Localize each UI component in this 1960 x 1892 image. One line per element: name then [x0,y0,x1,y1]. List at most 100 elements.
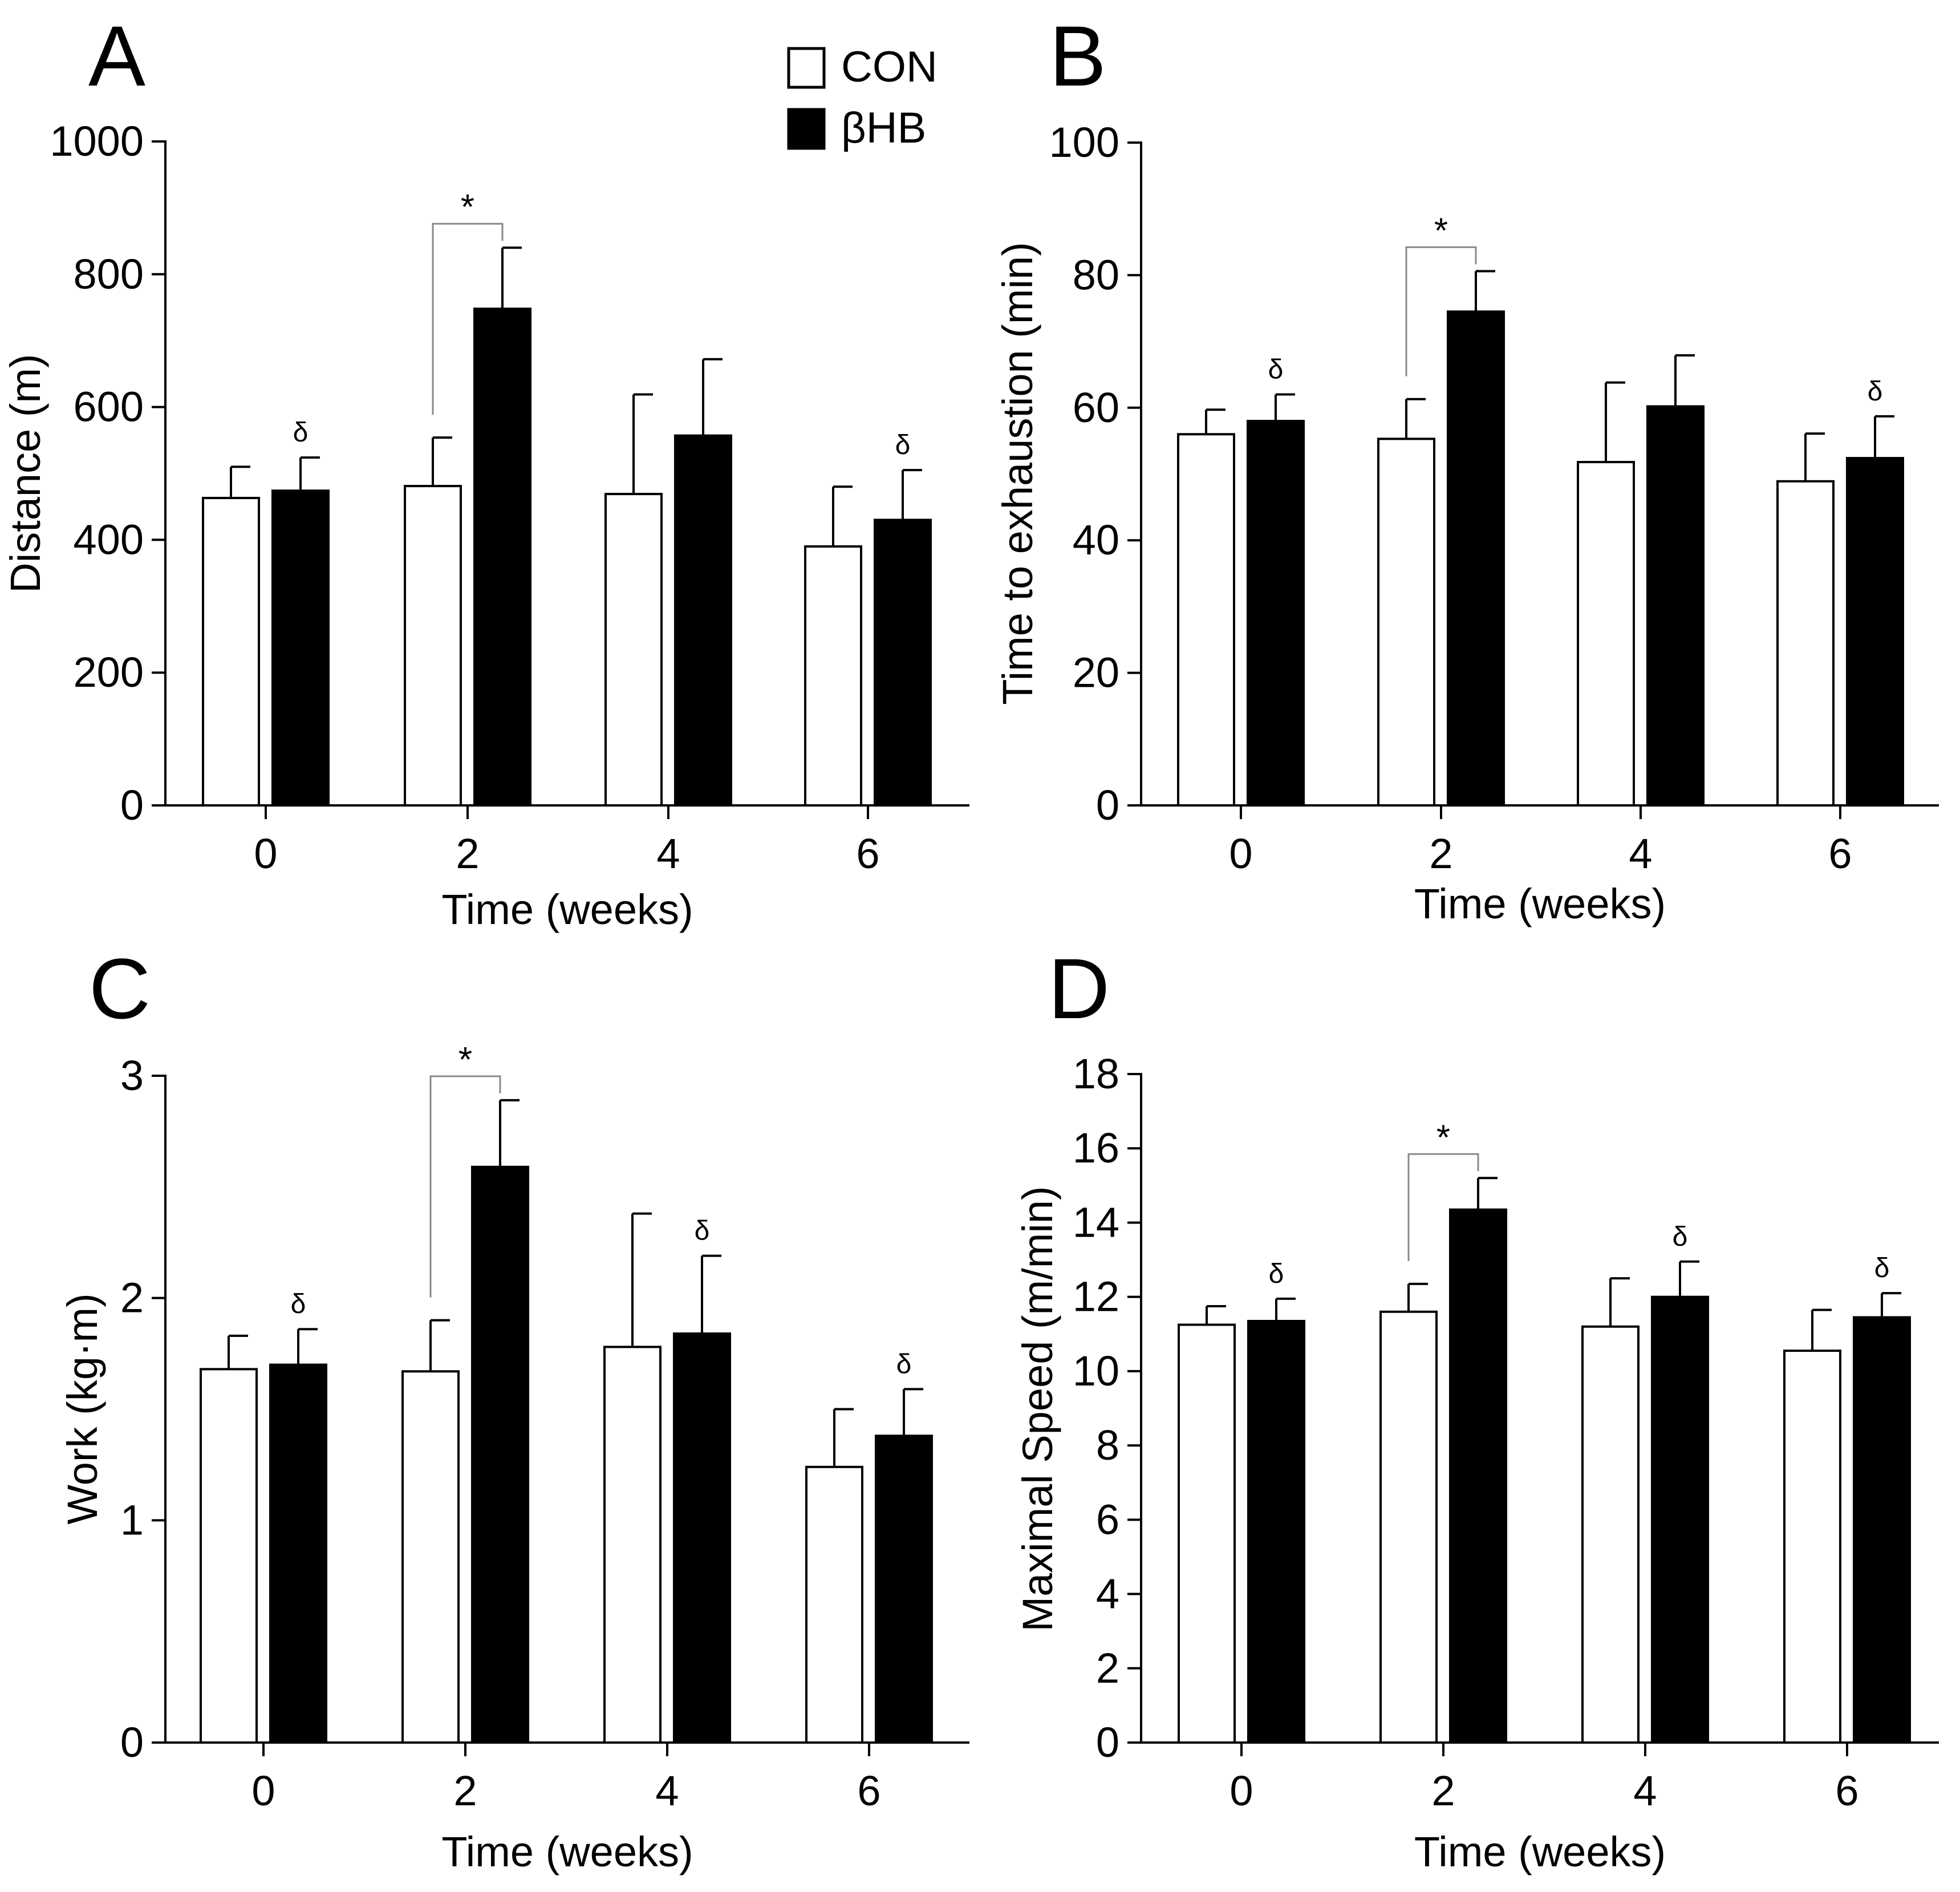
bar-con-a [804,545,862,807]
x-tick-label-b: 2 [1429,830,1452,877]
bar-bhb-c [269,1363,327,1744]
bar-con-d [1581,1325,1640,1744]
delta-marker-d: δ [1269,1259,1284,1289]
delta-marker-c: δ [291,1289,306,1319]
y-tick-label-a: 0 [120,781,144,829]
y-tick-label-d: 8 [1096,1421,1119,1469]
x-tick-label-a: 2 [456,830,479,877]
significance-star-c: * [458,1040,472,1080]
y-axis-title-a: Distance (m) [2,354,49,593]
bar-bhb-a [473,307,531,807]
y-tick-label-b: 80 [1073,251,1119,298]
x-tick-label-d: 4 [1633,1767,1657,1814]
bar-bhb-a [874,518,932,807]
bar-bhb-b [1447,310,1505,807]
bar-bhb-b [1247,420,1305,807]
significance-bracket-c [429,1075,501,1298]
y-tick-label-a: 1000 [50,118,144,165]
y-tick-label-c: 0 [120,1719,144,1766]
y-tick-label-b: 100 [1049,119,1119,166]
bar-con-c [603,1346,662,1744]
legend-swatch-bhb [787,108,826,150]
bar-con-a [604,493,663,807]
x-tick-label-b: 6 [1828,830,1852,877]
chart-c: C 0 1 2 3 0 2 4 6 Time (weeks) Work (kg·m) * δ δ δ [59,941,969,1875]
chart-a: A 0 200 400 600 800 1000 0 2 4 6 Time (weeks) Distan… [2,8,969,933]
significance-star-d: * [1436,1118,1450,1157]
bar-con-c [200,1368,258,1744]
bar-bhb-b [1646,405,1705,807]
x-axis-title-b: Time (weeks) [1414,880,1666,927]
x-tick-label-b: 0 [1229,830,1252,877]
delta-marker-b: δ [1268,355,1284,385]
y-tick-label-d: 12 [1073,1273,1119,1320]
panel-label-c: C [89,941,151,1036]
x-tick-label-c: 6 [857,1767,880,1814]
y-tick-label-d: 16 [1073,1124,1119,1172]
bar-bhb-d [1247,1319,1305,1744]
x-axis-title-d: Time (weeks) [1414,1828,1666,1875]
x-tick-label-a: 0 [254,830,277,877]
bar-bhb-c [471,1165,529,1744]
y-tick-label-a: 400 [74,516,144,563]
y-tick-label-d: 2 [1096,1644,1119,1692]
x-tick-label-d: 2 [1431,1767,1455,1814]
y-tick-label-c: 1 [120,1496,144,1543]
y-tick-label-d: 14 [1073,1198,1119,1246]
panel-label-b: B [1049,8,1106,104]
bar-con-c [805,1465,863,1744]
x-axis-title-c: Time (weeks) [441,1828,693,1875]
significance-star-a: * [461,188,474,227]
x-tick-label-a: 6 [856,830,879,877]
delta-marker-c: δ [695,1216,710,1246]
delta-marker-b: δ [1868,376,1883,407]
x-tick-label-c: 4 [655,1767,679,1814]
y-tick-label-b: 60 [1073,384,1119,431]
x-tick-label-d: 0 [1229,1767,1253,1814]
delta-marker-a: δ [895,430,911,460]
bar-con-d [1783,1350,1841,1744]
y-tick-label-a: 600 [74,383,144,431]
legend-swatch-con [787,47,826,89]
x-tick-label-c: 0 [251,1767,275,1814]
y-tick-label-c: 3 [120,1052,144,1099]
legend: CON βHB [787,43,938,152]
bar-bhb-c [875,1435,933,1744]
bar-con-b [1177,433,1235,807]
delta-marker-d: δ [1673,1222,1688,1252]
bar-bhb-b [1846,457,1904,807]
y-tick-label-b: 20 [1073,649,1119,696]
bar-bhb-c [673,1332,731,1744]
y-tick-label-b: 0 [1096,781,1119,829]
y-tick-label-a: 800 [74,250,144,298]
y-tick-label-d: 4 [1096,1570,1119,1618]
delta-marker-c: δ [896,1349,912,1379]
x-tick-label-d: 6 [1835,1767,1858,1814]
x-axis-title-a: Time (weeks) [441,886,693,933]
y-tick-label-d: 18 [1073,1050,1119,1097]
panel-label-a: A [88,8,145,104]
y-axis-title-c: Work (kg·m) [59,1293,106,1525]
legend-label-bhb: βHB [841,104,926,152]
y-tick-label-b: 40 [1073,516,1119,564]
bar-con-d [1178,1323,1236,1744]
legend-label-con: CON [841,43,938,91]
y-tick-label-d: 10 [1073,1347,1119,1395]
delta-marker-a: δ [293,418,309,448]
chart-d: D 0 2 4 6 8 10 12 14 16 18 0 2 4 6 Time (weeks) Maximal … [1014,941,1939,1875]
y-axis-title-d: Maximal Speed (m/min) [1014,1186,1061,1631]
bar-con-a [202,497,260,807]
bar-con-b [1776,480,1835,807]
bar-con-b [1577,461,1635,807]
bar-bhb-a [271,489,330,807]
x-tick-label-b: 4 [1629,830,1652,877]
x-tick-label-a: 4 [656,830,680,877]
delta-marker-d: δ [1874,1253,1890,1283]
bar-bhb-a [674,434,732,807]
y-tick-label-d: 6 [1096,1496,1119,1543]
y-tick-label-a: 200 [74,649,144,696]
bar-con-a [404,485,462,807]
y-axis-title-b: Time to exhaustion (min) [994,242,1041,705]
y-tick-label-c: 2 [120,1274,144,1322]
bar-bhb-d [1651,1295,1709,1744]
